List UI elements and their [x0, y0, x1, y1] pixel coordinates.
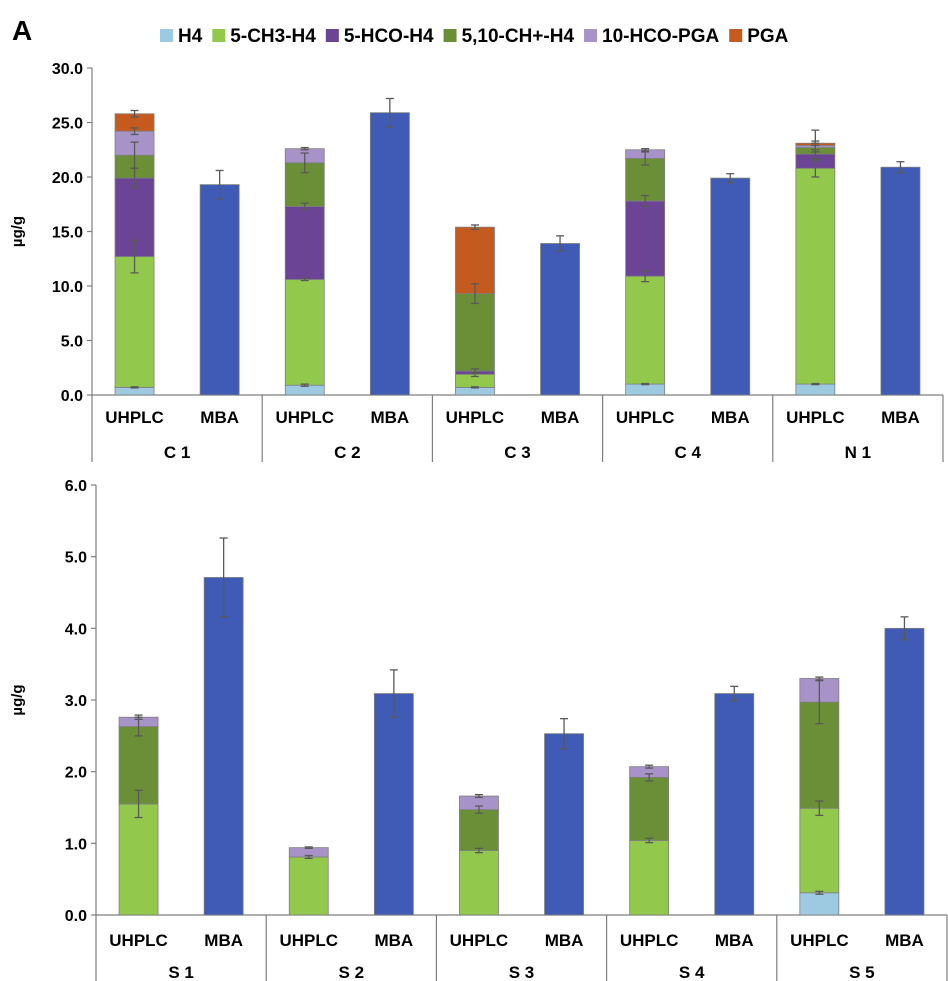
method-label-uhplc: UHPLC [275, 408, 334, 427]
legend-label-5-ch3-h4: 5-CH3-H4 [230, 26, 316, 47]
bar-mba-s-1 [203, 577, 244, 916]
y-tick-label: 4.0 [65, 621, 87, 638]
method-label-mba: MBA [200, 408, 239, 427]
bar-segment-h4-n-1 [795, 383, 836, 396]
group-label-s-5: S 5 [849, 963, 875, 981]
group-label-c-1: C 1 [164, 443, 190, 462]
y-tick-label: 20.0 [52, 170, 83, 187]
y-tick-label: 25.0 [52, 116, 83, 133]
bar-mba-s-5 [884, 627, 925, 916]
method-label-uhplc: UHPLC [109, 931, 168, 950]
method-label-mba: MBA [711, 408, 750, 427]
bar-mba-s-4 [714, 693, 755, 916]
group-label-s-4: S 4 [679, 963, 705, 981]
method-label-mba: MBA [885, 931, 924, 950]
bar-segment-5-ch3-h4-c-1 [114, 256, 155, 388]
bar-segment-5-ch3-h4-s-1 [118, 803, 159, 916]
y-tick-label: 5.0 [61, 334, 83, 351]
method-label-mba: MBA [374, 931, 413, 950]
group-label-c-4: C 4 [674, 443, 701, 462]
bar-segment-5-ch3-h4-s-5 [799, 807, 840, 894]
y-tick-label: 5.0 [65, 550, 87, 567]
bar-segment-5-ch3-h4-s-2 [288, 856, 329, 916]
method-label-mba: MBA [204, 931, 243, 950]
bar-segment-h4-s-5 [799, 892, 840, 916]
legend-swatch-10-hco-pga [584, 29, 598, 42]
bar-mba-c-4 [710, 177, 751, 396]
method-label-mba: MBA [881, 408, 920, 427]
group-label-c-2: C 2 [334, 443, 360, 462]
bar-segment-5-10-ch-h4-s-3 [459, 809, 499, 851]
y-axis-label: µg/g [9, 684, 26, 715]
method-label-uhplc: UHPLC [786, 408, 845, 427]
bar-segment-5-hco-h4-c-4 [625, 200, 666, 277]
bar-mba-s-2 [373, 693, 414, 916]
bar-mba-s-3 [544, 733, 584, 916]
y-tick-label: 6.0 [65, 478, 87, 495]
method-label-uhplc: UHPLC [279, 931, 338, 950]
method-label-uhplc: UHPLC [450, 931, 509, 950]
y-axis-label: µg/g [9, 216, 26, 247]
group-label-c-3: C 3 [504, 443, 530, 462]
bar-segment-5-ch3-h4-n-1 [795, 167, 836, 385]
y-tick-label: 0.0 [61, 388, 83, 405]
legend-label-h4: H4 [178, 26, 203, 47]
bar-segment-5-ch3-h4-c-2 [284, 279, 325, 386]
bar-segment-5-10-ch-h4-s-4 [629, 777, 670, 841]
method-label-uhplc: UHPLC [790, 931, 849, 950]
legend: H4 5-CH3-H4 5-HCO-H4 5,10-CH+-H4 10-HCO-PGA P… [160, 26, 789, 47]
method-label-uhplc: UHPLC [616, 408, 675, 427]
method-label-uhplc: UHPLC [620, 931, 679, 950]
bar-segment-h4-c-4 [625, 383, 666, 396]
bar-segment-5-ch3-h4-s-4 [629, 840, 670, 916]
method-label-mba: MBA [545, 931, 584, 950]
method-label-uhplc: UHPLC [105, 408, 164, 427]
y-tick-label: 2.0 [65, 765, 87, 782]
bar-segment-5-hco-h4-c-2 [284, 206, 325, 280]
y-tick-label: 3.0 [65, 693, 87, 710]
group-label-s-2: S 2 [339, 963, 365, 981]
bar-mba-n-1 [880, 166, 921, 396]
group-label-s-3: S 3 [509, 963, 535, 981]
group-label-n-1: N 1 [845, 443, 871, 462]
legend-swatch-5-10-ch-h4 [443, 29, 457, 42]
bar-mba-c-1 [199, 184, 240, 396]
method-label-uhplc: UHPLC [446, 408, 505, 427]
legend-label-5-10-ch-h4: 5,10-CH+-H4 [462, 26, 575, 47]
bar-segment-pga-c-3 [455, 226, 495, 295]
panel-label: A [12, 15, 32, 46]
y-tick-label: 1.0 [65, 836, 87, 853]
method-label-mba: MBA [715, 931, 754, 950]
legend-swatch-5-hco-h4 [325, 29, 339, 42]
bar-segment-5-ch3-h4-s-3 [459, 850, 499, 916]
method-label-mba: MBA [541, 408, 580, 427]
bar-segment-5-10-ch-h4-c-3 [455, 293, 495, 372]
method-label-mba: MBA [370, 408, 409, 427]
legend-label-5-hco-h4: 5-HCO-H4 [344, 26, 434, 47]
y-tick-label: 15.0 [52, 225, 83, 242]
bar-mba-c-3 [540, 243, 580, 396]
legend-label-pga: PGA [747, 26, 788, 47]
legend-swatch-5-ch3-h4 [212, 29, 226, 42]
legend-swatch-pga [729, 29, 743, 42]
legend-label-10-hco-pga: 10-HCO-PGA [602, 26, 719, 47]
group-label-s-1: S 1 [168, 963, 194, 981]
y-tick-label: 10.0 [52, 279, 83, 296]
y-tick-label: 30.0 [52, 61, 83, 78]
bar-mba-c-2 [369, 112, 410, 396]
bar-segment-5-ch3-h4-c-4 [625, 275, 666, 385]
chart-top: 0.0 5.0 10.0 15.0 20.0 25.0 30.0 µg/g UHPLC MBA C … [9, 61, 944, 462]
legend-swatch-h4 [160, 29, 173, 42]
y-tick-label: 0.0 [65, 908, 87, 925]
